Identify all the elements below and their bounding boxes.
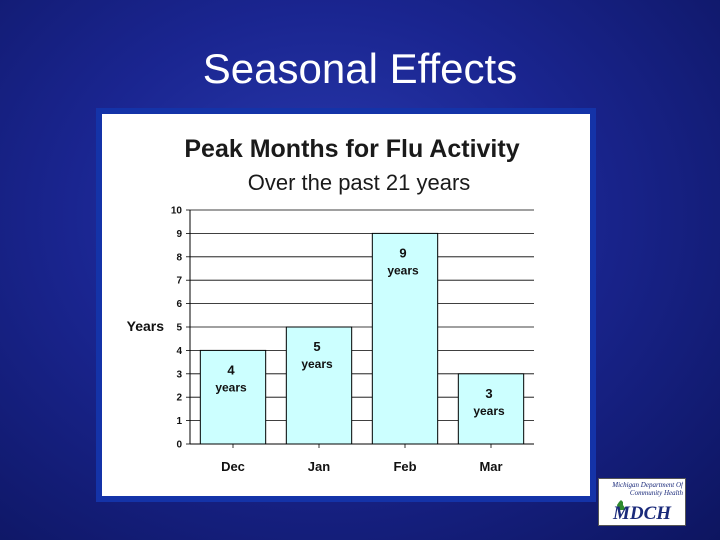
data-label-value: 9 [399, 245, 406, 260]
y-tick-label: 7 [176, 276, 182, 287]
y-tick-label: 6 [176, 299, 182, 310]
y-axis-label: Years [127, 318, 165, 334]
bars [199, 232, 525, 445]
data-label-unit: years [301, 357, 333, 371]
x-tick-label: Jan [308, 459, 330, 474]
y-tick-label: 2 [176, 393, 182, 404]
y-tick-label: 9 [176, 229, 182, 240]
data-label-unit: years [473, 404, 505, 418]
logo-bottom-text: MDCH [612, 503, 672, 524]
data-label-value: 5 [313, 339, 320, 354]
chart-title: Peak Months for Flu Activity [184, 135, 519, 163]
data-label-unit: years [387, 263, 419, 277]
michigan-shape-icon [617, 500, 625, 510]
bar-mar [457, 373, 525, 445]
y-tick-label: 8 [176, 252, 182, 263]
chart-panel: Peak Months for Flu Activity Over the pa… [102, 114, 590, 496]
x-tick-label: Feb [393, 459, 416, 474]
data-label-value: 3 [485, 386, 492, 401]
bar-feb [371, 232, 439, 445]
bar-chart: Peak Months for Flu Activity Over the pa… [127, 135, 534, 475]
x-tick-label: Dec [221, 459, 245, 474]
y-tick-label: 10 [171, 206, 183, 217]
y-tick-label: 4 [176, 346, 182, 357]
x-tick-label: Mar [479, 459, 502, 474]
mdch-logo: Michigan Department Of Community Health … [598, 478, 686, 526]
bar-dec [199, 349, 267, 445]
slide-title: Seasonal Effects [202, 45, 518, 92]
y-tick-label: 3 [176, 369, 182, 380]
logo-top-text: Michigan Department Of Community Health [612, 481, 683, 497]
bar-jan [285, 326, 353, 445]
data-label-unit: years [215, 380, 247, 394]
y-tick-label: 0 [176, 440, 182, 451]
y-tick-label: 5 [176, 323, 182, 334]
data-label-value: 4 [227, 362, 235, 377]
chart-subtitle: Over the past 21 years [248, 170, 471, 195]
axes [186, 209, 534, 448]
y-tick-label: 1 [176, 416, 182, 427]
labels: 0 1 2 3 4 5 6 7 8 9 10 Dec 4 years Jan 5 years Feb 9 years M… [171, 206, 505, 475]
